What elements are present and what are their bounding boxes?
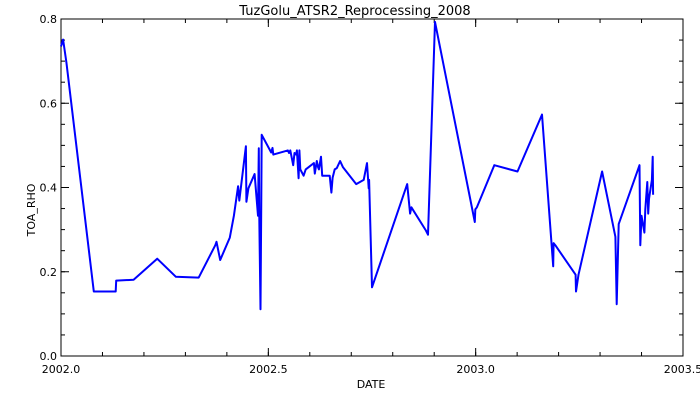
y-tick-label: 0.2 [40, 266, 58, 279]
x-tick-label: 2002.0 [42, 363, 81, 376]
y-tick-label: 0.6 [40, 97, 58, 110]
x-tick-label: 2003.0 [456, 363, 495, 376]
y-tick-label: 0.4 [40, 182, 58, 195]
y-tick-label: 0.8 [40, 13, 58, 26]
chart-title: TuzGolu_ATSR2_Reprocessing_2008 [238, 4, 470, 19]
x-axis-label: DATE [357, 378, 386, 391]
plot-frame [60, 18, 684, 357]
x-tick-label: 2002.5 [249, 363, 288, 376]
y-tick-label: 0.0 [40, 350, 58, 363]
y-axis-label: TOA_RHO [25, 183, 38, 237]
data-series-line [60, 20, 655, 311]
y-axis-ticks: 0.0 0.2 0.4 0.6 0.8 [40, 13, 683, 363]
x-tick-label: 2003.5 [664, 363, 700, 376]
x-axis-ticks: 2002.0 2002.5 2003.0 2003.5 [42, 19, 700, 376]
